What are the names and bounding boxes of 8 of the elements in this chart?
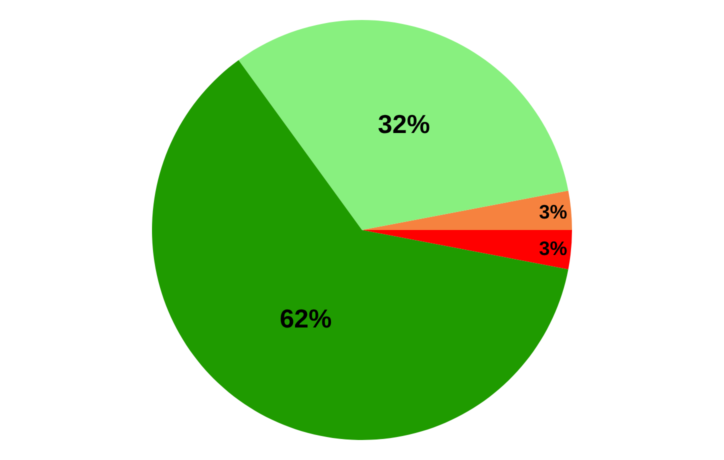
pie-slice xyxy=(362,190,572,230)
data-label: 62% xyxy=(280,304,332,334)
data-label: 3% xyxy=(538,202,568,224)
data-label: 3% xyxy=(538,238,568,260)
data-label: 32% xyxy=(378,109,430,140)
pie-slice xyxy=(152,60,568,440)
pie-slice xyxy=(362,230,572,270)
pie-slice xyxy=(238,20,568,230)
